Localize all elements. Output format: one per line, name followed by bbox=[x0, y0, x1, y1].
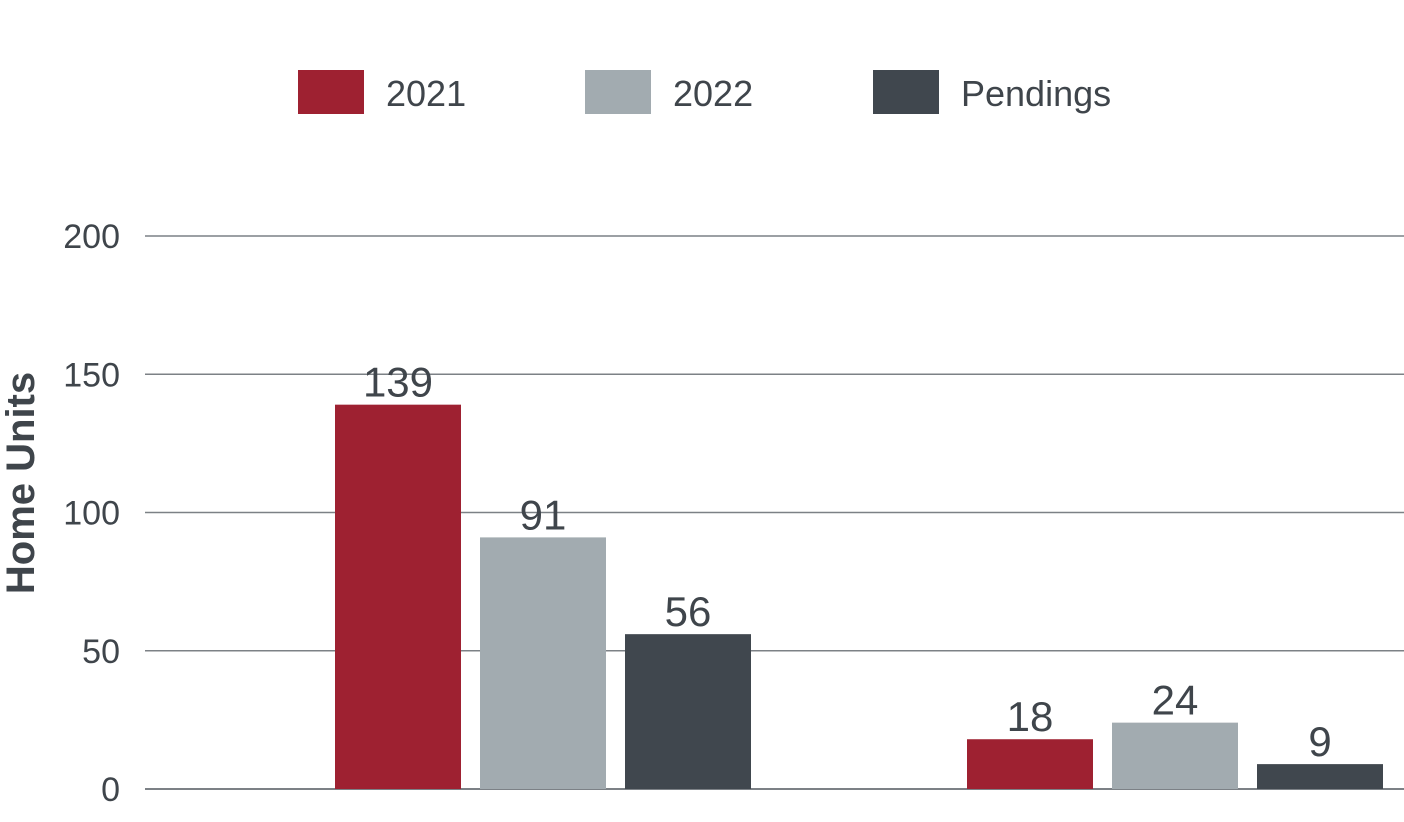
bars bbox=[335, 404, 1383, 789]
data-label: 139 bbox=[363, 359, 433, 406]
y-axis-label: Home Units bbox=[0, 372, 43, 594]
legend-swatch bbox=[585, 70, 651, 114]
legend-swatch bbox=[298, 70, 364, 114]
legend-swatch bbox=[873, 70, 939, 114]
legend-label: 2021 bbox=[386, 73, 466, 114]
y-tick-label: 0 bbox=[101, 771, 120, 809]
data-label: 18 bbox=[1007, 693, 1054, 740]
y-tick-label: 150 bbox=[63, 356, 120, 394]
y-tick-label: 200 bbox=[63, 218, 120, 256]
data-label: 91 bbox=[520, 491, 567, 538]
gridlines bbox=[145, 235, 1404, 790]
y-tick-label: 100 bbox=[63, 495, 120, 533]
legend: 2021 2022 Pendings bbox=[298, 70, 1111, 114]
data-label: 9 bbox=[1308, 718, 1331, 765]
y-tick-label: 50 bbox=[82, 633, 120, 671]
data-label: 56 bbox=[665, 588, 712, 635]
legend-label: 2022 bbox=[673, 73, 753, 114]
bar bbox=[1112, 722, 1238, 789]
bar bbox=[625, 634, 751, 789]
value-labels: 139 18 91 24 56 9 bbox=[363, 359, 1332, 765]
data-label: 24 bbox=[1152, 677, 1199, 724]
bar bbox=[480, 537, 606, 789]
bar bbox=[1257, 764, 1383, 789]
y-axis-ticks: 0 50 100 150 200 bbox=[63, 218, 120, 809]
legend-label: Pendings bbox=[961, 73, 1111, 114]
bar bbox=[335, 404, 461, 789]
bar bbox=[967, 739, 1093, 789]
